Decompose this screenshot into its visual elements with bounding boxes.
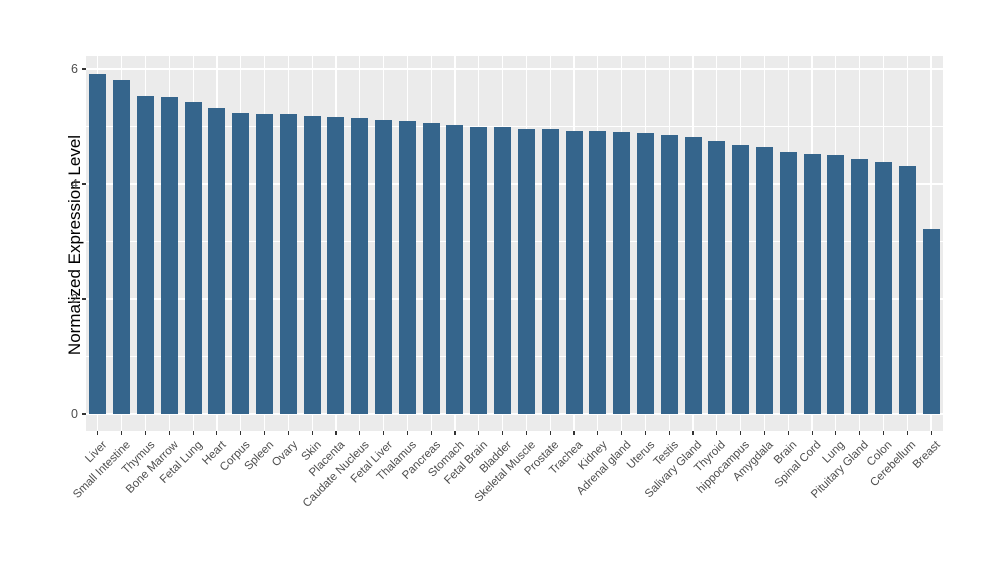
x-tick-mark bbox=[216, 431, 218, 435]
x-tick-mark bbox=[525, 431, 527, 435]
bar bbox=[660, 135, 678, 414]
bar bbox=[565, 130, 583, 414]
bar bbox=[470, 126, 488, 414]
y-axis-title: Normalized Expression Level bbox=[65, 134, 84, 356]
x-tick-mark bbox=[287, 431, 289, 435]
y-tick-label: 4 bbox=[71, 177, 78, 191]
bar bbox=[232, 112, 250, 414]
x-tick-mark bbox=[359, 431, 361, 435]
gridline-minor-y1 bbox=[86, 356, 943, 357]
x-tick-mark bbox=[835, 431, 837, 435]
bar bbox=[113, 79, 131, 414]
x-tick-mark bbox=[621, 431, 623, 435]
x-tick-mark bbox=[144, 431, 147, 435]
bar bbox=[517, 128, 535, 414]
y-tick-mark bbox=[81, 298, 86, 300]
bar bbox=[256, 113, 274, 414]
plot-panel bbox=[86, 56, 943, 431]
y-tick-mark bbox=[81, 183, 86, 185]
x-tick-mark bbox=[335, 431, 337, 435]
bar bbox=[898, 165, 916, 414]
x-tick-mark bbox=[454, 431, 456, 435]
bar bbox=[684, 136, 702, 414]
gridline-major-y6 bbox=[86, 68, 943, 70]
x-tick-mark bbox=[597, 431, 599, 435]
bar bbox=[137, 96, 154, 414]
x-tick-mark bbox=[240, 431, 242, 435]
x-tick-mark bbox=[740, 431, 742, 435]
x-axis: Liver Small Intestine Thymus Bone Marrow Fet… bbox=[71, 431, 943, 551]
bar bbox=[827, 154, 845, 414]
x-tick-mark bbox=[668, 431, 670, 435]
bar bbox=[803, 154, 821, 414]
x-tick-mark bbox=[549, 431, 551, 435]
x-tick-mark bbox=[882, 431, 885, 435]
bar bbox=[851, 159, 869, 414]
bar bbox=[494, 127, 512, 414]
bar bbox=[541, 129, 559, 414]
x-tick-mark bbox=[644, 431, 646, 435]
x-tick-mark bbox=[192, 431, 194, 435]
x-tick-mark bbox=[573, 431, 575, 435]
x-tick-mark bbox=[478, 431, 480, 435]
bar bbox=[708, 140, 726, 414]
bar bbox=[755, 147, 773, 414]
bar bbox=[184, 101, 202, 414]
bar bbox=[589, 131, 607, 414]
gridline-major-y0 bbox=[86, 413, 943, 415]
bar bbox=[279, 114, 297, 414]
gridline-major-y2 bbox=[86, 298, 943, 300]
bar bbox=[375, 119, 393, 414]
bar bbox=[351, 118, 369, 414]
bar bbox=[160, 96, 178, 414]
gridline-minor-y3 bbox=[86, 241, 943, 242]
bar bbox=[303, 116, 321, 414]
x-tick-mark bbox=[692, 431, 694, 435]
x-tick-mark bbox=[311, 431, 313, 435]
x-tick-mark bbox=[930, 431, 932, 435]
bar bbox=[779, 152, 797, 414]
x-tick-mark bbox=[906, 431, 908, 435]
x-tick-mark bbox=[97, 431, 99, 435]
bar bbox=[327, 117, 345, 414]
bar bbox=[398, 120, 416, 414]
x-tick-mark bbox=[263, 431, 266, 435]
x-tick-mark bbox=[406, 431, 408, 435]
bar bbox=[208, 107, 226, 414]
y-tick-label: 6 bbox=[71, 62, 78, 76]
bar bbox=[422, 123, 440, 414]
gridline-minor-y5 bbox=[86, 126, 943, 127]
bar bbox=[636, 133, 654, 414]
x-tick-mark bbox=[121, 431, 123, 435]
x-tick-mark bbox=[383, 431, 385, 435]
y-tick-mark bbox=[81, 68, 86, 70]
x-tick-mark bbox=[811, 431, 813, 435]
x-tick-mark bbox=[168, 431, 170, 435]
bar bbox=[732, 145, 750, 414]
x-tick-mark bbox=[502, 431, 504, 435]
bar bbox=[446, 125, 464, 414]
x-tick-mark bbox=[716, 431, 718, 435]
x-tick-mark bbox=[859, 431, 861, 435]
y-tick-mark bbox=[81, 413, 86, 415]
bar bbox=[922, 229, 940, 414]
x-tick-label: Ovary bbox=[269, 439, 300, 470]
gridline-major-y4 bbox=[86, 183, 943, 185]
bar bbox=[89, 73, 107, 414]
bar bbox=[613, 132, 631, 414]
bar bbox=[874, 161, 892, 414]
y-tick-label: 0 bbox=[71, 407, 78, 421]
x-tick-mark bbox=[430, 431, 432, 435]
x-tick-mark bbox=[763, 431, 765, 435]
y-tick-label: 2 bbox=[71, 292, 78, 306]
x-tick-mark bbox=[787, 431, 789, 435]
